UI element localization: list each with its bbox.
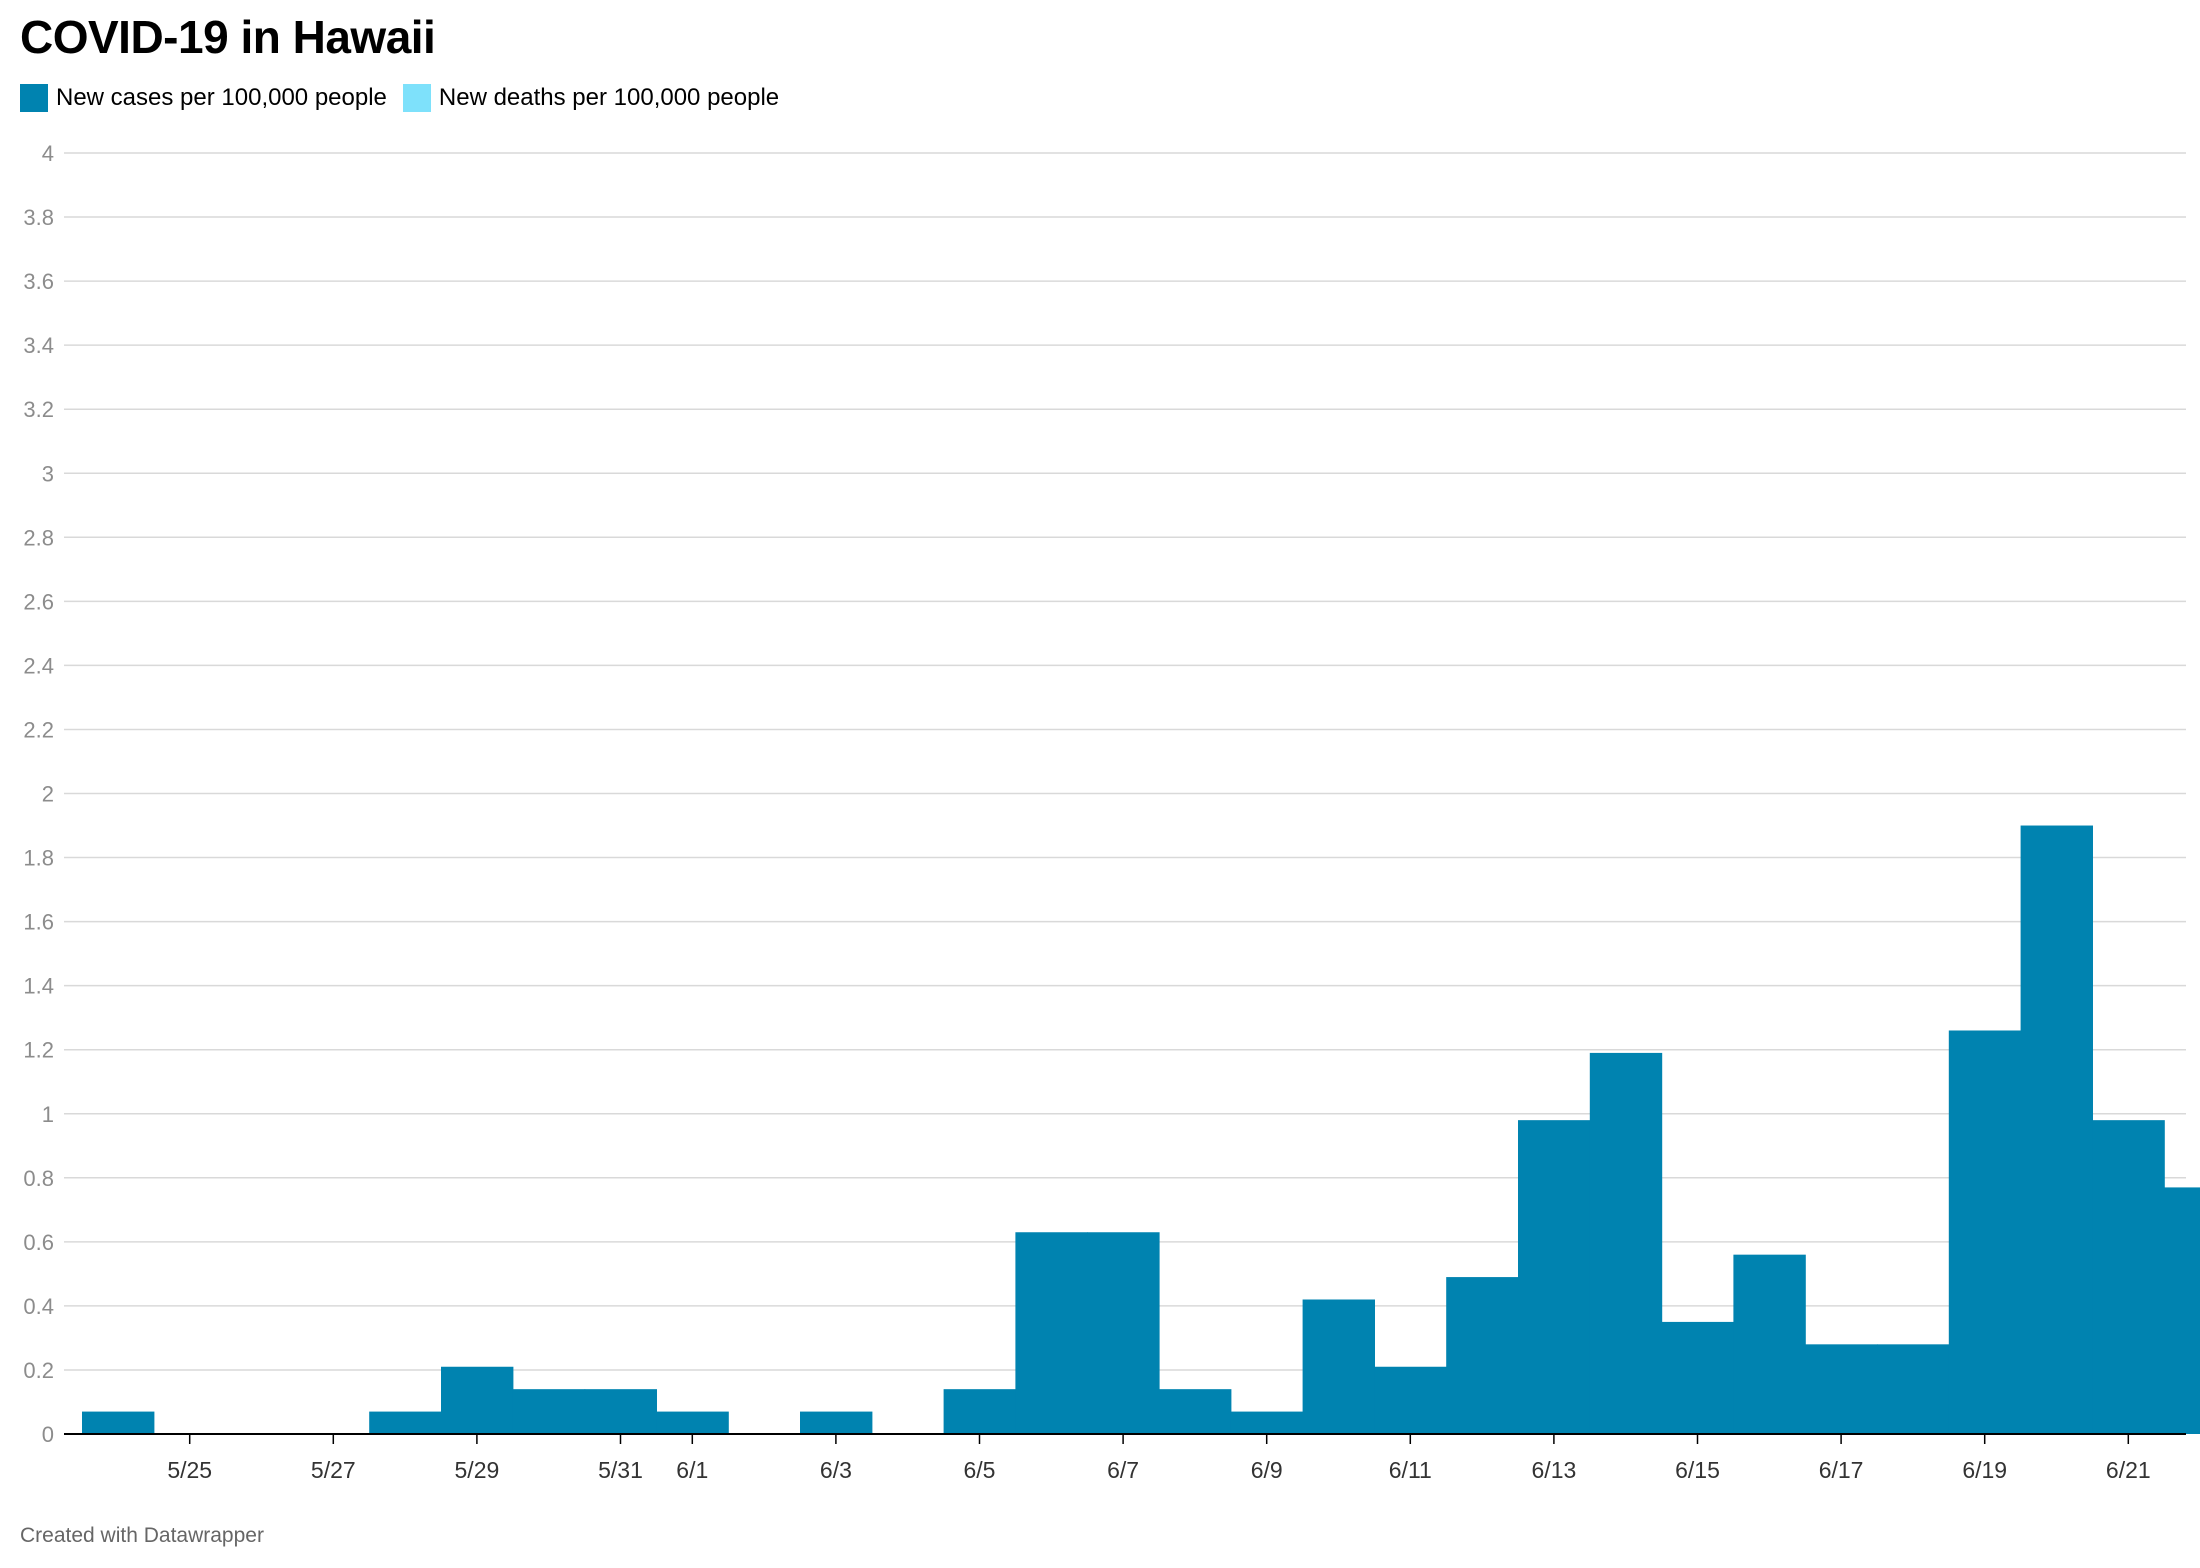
x-tick-label: 6/3 [820,1457,852,1483]
bar-cases [1374,1366,1447,1434]
y-tick-label: 3.4 [23,333,54,358]
x-tick-label: 6/19 [1962,1457,2007,1483]
bar-cases [1015,1232,1088,1434]
y-tick-label: 2.4 [23,653,54,678]
y-tick-label: 3.6 [23,269,54,294]
y-tick-label: 0.4 [23,1294,54,1319]
bar-cases [1302,1299,1375,1434]
x-tick-label: 5/25 [167,1457,212,1483]
x-tick-label: 6/7 [1107,1457,1139,1483]
bars [82,825,2200,1434]
bar-cases [584,1389,657,1434]
y-tick-label: 4 [42,141,54,166]
y-tick-label: 3.8 [23,205,54,230]
legend-label-cases: New cases per 100,000 people [56,84,387,111]
bar-cases [2164,1187,2200,1434]
x-tick-label: 6/21 [2106,1457,2151,1483]
y-tick-label: 1 [42,1102,54,1127]
bar-cases [1733,1254,1806,1434]
x-tick-label: 6/17 [1819,1457,1864,1483]
bar-cases [1948,1030,2022,1434]
bar-cases [1661,1321,1734,1434]
legend-item-cases: New cases per 100,000 people [20,84,387,112]
bar-cases [369,1411,442,1434]
y-tick-label: 0.6 [23,1230,54,1255]
bar-cases [656,1411,729,1434]
y-tick-label: 1.4 [23,974,54,999]
x-tick-label: 5/31 [598,1457,643,1483]
x-tick-label: 6/5 [964,1457,996,1483]
bar-cases [1230,1411,1304,1434]
y-tick-label: 2.8 [23,525,54,550]
y-tick-label: 2.2 [23,717,54,742]
y-tick-label: 1.8 [23,846,54,871]
legend-label-deaths: New deaths per 100,000 people [438,84,780,111]
bar-cases [1087,1232,1160,1434]
y-tick-label: 2 [42,782,54,807]
bar-cases [1518,1120,1591,1434]
y-tick-label: 2.6 [23,589,54,614]
bar-cases [800,1411,873,1434]
bar-cases [2092,1120,2165,1434]
chart-legend: New cases per 100,000 people New deaths … [20,84,795,112]
chart-title: COVID-19 in Hawaii [20,11,436,63]
y-tick-label: 1.6 [23,910,54,935]
x-axis [64,1433,2186,1444]
y-tick-label: 1.2 [23,1038,54,1063]
bar-cases [943,1389,1016,1434]
bar-cases [82,1411,155,1434]
y-tick-label: 0.2 [23,1358,54,1383]
y-tick-label: 0 [42,1422,54,1447]
gridlines [64,152,2186,1371]
bar-cases [1446,1277,1519,1434]
bar-cases [441,1366,514,1434]
x-axis-ticks: 5/25 5/27 5/29 5/31 6/1 6/3 6/5 6/7 6/9 6/11 6/13 6… [167,1457,2150,1483]
x-tick-label: 6/15 [1675,1457,1720,1483]
bar-cases [2020,825,2093,1434]
bar-cases [1877,1344,1950,1434]
y-tick-label: 3.2 [23,397,54,422]
footer-credit: Created with Datawrapper [20,1524,264,1547]
bar-cases [1805,1344,1878,1434]
legend-swatch-cases [20,84,48,112]
y-tick-label: 0.8 [23,1166,54,1191]
x-tick-label: 6/11 [1389,1457,1432,1483]
x-tick-label: 6/13 [1532,1457,1577,1483]
legend-item-deaths: New deaths per 100,000 people [402,84,780,112]
x-tick-label: 6/1 [676,1457,708,1483]
x-tick-label: 5/29 [455,1457,500,1483]
legend-swatch-deaths [402,84,431,112]
bar-cases [1159,1389,1232,1434]
bar-cases [512,1389,586,1434]
bar-cases [1589,1052,1663,1434]
x-tick-label: 6/9 [1251,1457,1283,1483]
y-tick-label: 3 [42,461,54,486]
y-axis-ticks: 0 0.2 0.4 0.6 0.8 1 1.2 1.4 1.6 1.8 2 2.2 2.4 2.6 2.8 3… [23,141,54,1447]
x-tick-label: 5/27 [311,1457,356,1483]
